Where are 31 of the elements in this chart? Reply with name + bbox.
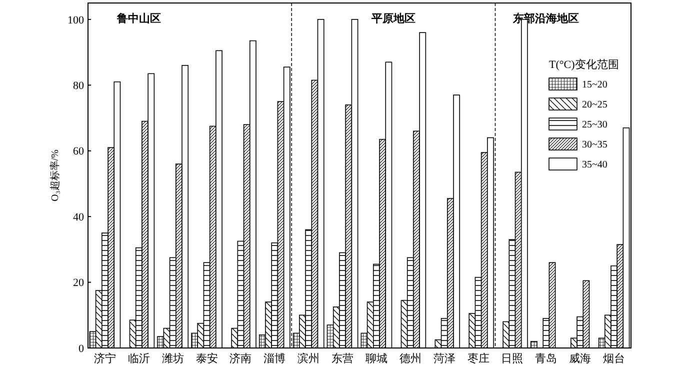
y-tick-label: 100 [68,14,84,26]
x-tick-label: 济南 [230,352,252,365]
x-tick-label: 济宁 [94,352,116,365]
legend-label: 30~35 [582,140,608,150]
legend-label: 15~20 [582,80,608,90]
y-tick-label: 80 [73,80,84,92]
legend-label: 20~25 [582,100,608,110]
annotation: 鲁中山区 [116,12,161,25]
x-tick-label: 威海 [569,352,592,365]
x-tick-label: 滨州 [298,352,320,365]
x-tick-label: 潍坊 [162,352,184,365]
x-tick-label: 枣庄 [467,352,490,365]
legend-label: 35~40 [582,160,608,170]
x-tick-label: 聊城 [365,352,388,365]
x-tick-label: 泰安 [196,352,218,365]
x-tick-label: 烟台 [603,352,626,365]
x-tick-label: 临沂 [128,352,150,365]
annotation: 平原地区 [370,12,416,25]
x-tick-label: 东营 [332,352,354,365]
y-axis-title: O₃超标率/% [49,150,61,202]
x-tick-label: 菏泽 [433,352,456,365]
x-tick-label: 青岛 [535,352,558,365]
x-tick-label: 日照 [501,353,524,365]
y-tick-label: 20 [73,277,84,290]
x-tick-label: 淄博 [264,352,286,365]
y-tick-label: 40 [73,211,84,224]
y-tick-label: 0 [78,342,84,355]
legend-label: 25~30 [582,120,608,130]
y-tick-label: 60 [73,146,84,158]
legend-title: T(°C)变化范围 [549,58,619,71]
x-tick-label: 德州 [399,352,422,365]
